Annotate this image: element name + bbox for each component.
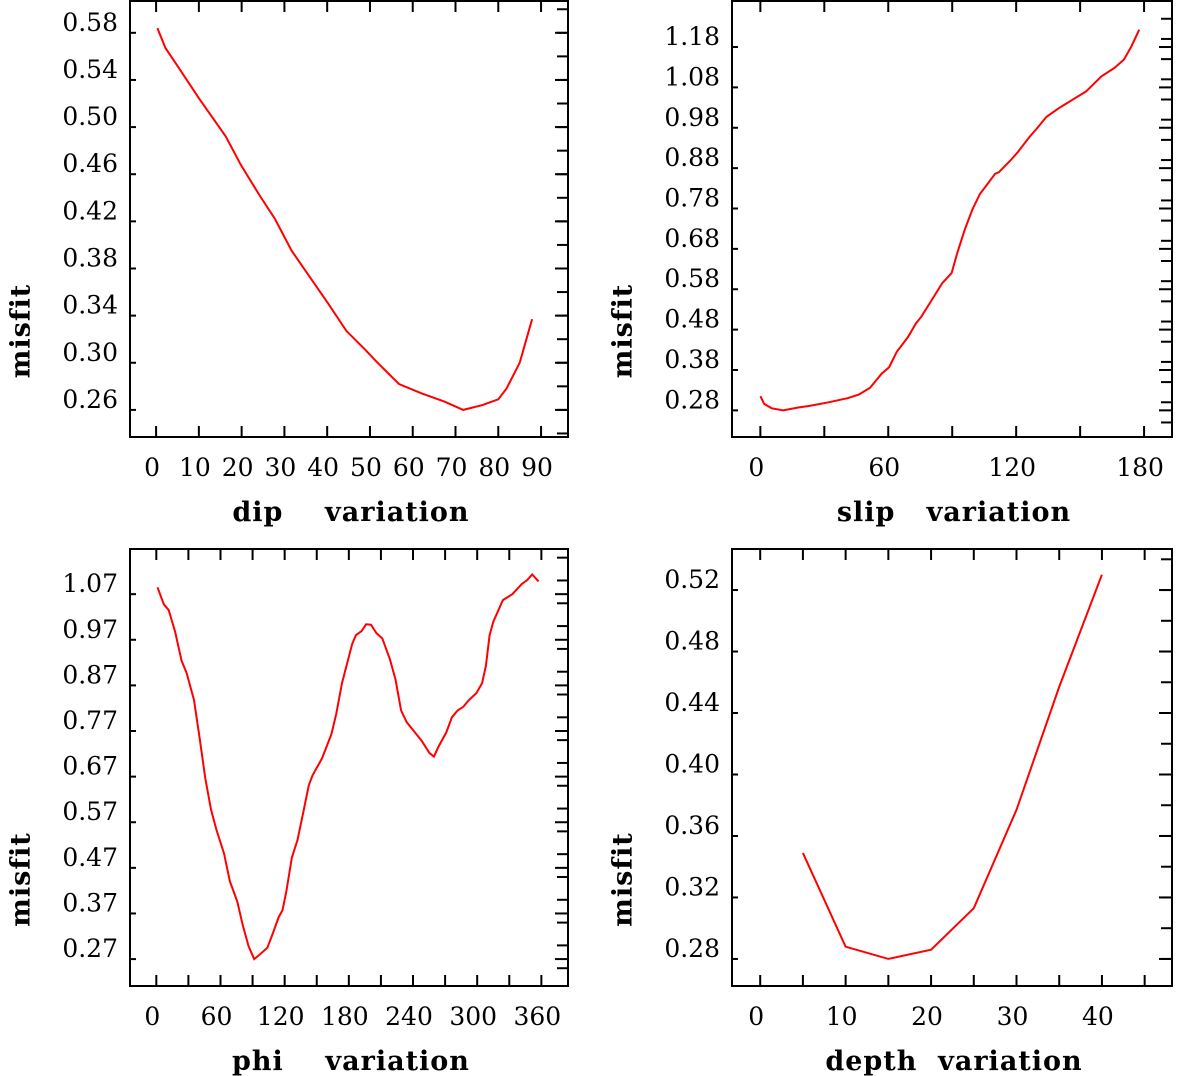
misfit-curve-depth bbox=[801, 574, 1103, 960]
x-tick-label: 10 bbox=[179, 453, 211, 482]
x-tick-label: 300 bbox=[449, 1002, 497, 1031]
x-tick-label: 180 bbox=[321, 1002, 369, 1031]
y-tick-label: 0.38 bbox=[62, 243, 118, 272]
y-tick-label: 0.68 bbox=[664, 224, 720, 253]
y-tick-label: 0.38 bbox=[664, 345, 720, 374]
x-tick-label: 0 bbox=[748, 1002, 764, 1031]
y-tick-label: 0.48 bbox=[664, 627, 720, 656]
y-tick-label: 0.37 bbox=[62, 888, 118, 917]
plot-frame bbox=[129, 548, 569, 987]
y-tick-label: 0.47 bbox=[62, 843, 118, 872]
panel-phi: 1.07 0.97 0.87 0.77 0.67 0.57 0.47 0.37 0.27 0 60 1… bbox=[6, 548, 569, 1076]
misfit-curve-slip bbox=[759, 29, 1141, 412]
y-tick-label: 0.87 bbox=[62, 660, 118, 689]
x-axis-label: phi variation bbox=[232, 1046, 470, 1076]
x-tick-label: 240 bbox=[385, 1002, 433, 1031]
x-tick-label: 0 bbox=[144, 453, 160, 482]
x-tick-label: 80 bbox=[478, 453, 510, 482]
x-axis-label: dip variation bbox=[232, 497, 469, 528]
x-tick-label: 10 bbox=[826, 1002, 858, 1031]
panel-slip: 1.18 1.08 0.98 0.88 0.78 0.68 0.58 0.48 0.38 0.28… bbox=[608, 0, 1173, 528]
x-tick-label: 60 bbox=[393, 453, 425, 482]
y-tick-label: 0.54 bbox=[62, 55, 118, 84]
y-tick-label: 0.57 bbox=[62, 797, 118, 826]
y-tick-label: 0.58 bbox=[664, 264, 720, 293]
y-tick-label: 0.42 bbox=[62, 196, 118, 225]
y-tick-label: 0.30 bbox=[62, 338, 118, 367]
x-tick-label: 360 bbox=[514, 1002, 562, 1031]
x-tick-label: 50 bbox=[350, 453, 382, 482]
y-tick-label: 0.28 bbox=[664, 385, 720, 414]
y-tick-label: 0.40 bbox=[664, 749, 720, 778]
y-tick-label: 0.28 bbox=[664, 934, 720, 963]
y-tick-label: 0.44 bbox=[664, 688, 720, 717]
y-tick-label: 0.67 bbox=[62, 752, 118, 781]
x-tick-label: 30 bbox=[265, 453, 297, 482]
y-tick-label: 0.98 bbox=[664, 103, 720, 132]
x-tick-label: 30 bbox=[997, 1002, 1029, 1031]
y-tick-label: 0.78 bbox=[664, 184, 720, 213]
x-tick-label: 60 bbox=[868, 453, 900, 482]
x-tick-label: 40 bbox=[1082, 1002, 1114, 1031]
y-tick-label: 0.97 bbox=[62, 615, 118, 644]
y-tick-label: 0.77 bbox=[62, 706, 118, 735]
y-tick-label: 0.32 bbox=[664, 872, 720, 901]
y-tick-label: 1.18 bbox=[664, 22, 720, 51]
y-tick-label: 0.26 bbox=[62, 385, 118, 414]
x-tick-label: 180 bbox=[1116, 453, 1164, 482]
plot-frame bbox=[731, 548, 1173, 987]
x-tick-label: 120 bbox=[988, 453, 1036, 482]
y-tick-label: 0.34 bbox=[62, 291, 118, 320]
x-tick-label: 0 bbox=[144, 1002, 160, 1031]
panel-depth: 0.52 0.48 0.44 0.40 0.36 0.32 0.28 0 10 20 30 40dep… bbox=[608, 548, 1173, 1076]
x-tick-label: 90 bbox=[521, 453, 553, 482]
y-axis-label: misfit bbox=[6, 832, 37, 926]
panel-dip: 0.58 0.54 0.50 0.46 0.42 0.38 0.34 0.30 0.26 0 10 2… bbox=[6, 0, 569, 528]
y-tick-label: 0.88 bbox=[664, 143, 720, 172]
x-tick-label: 20 bbox=[911, 1002, 943, 1031]
y-tick-label: 0.36 bbox=[664, 811, 720, 840]
x-axis-label: depth variation bbox=[825, 1046, 1082, 1076]
x-tick-label: 60 bbox=[201, 1002, 233, 1031]
y-tick-label: 0.46 bbox=[62, 149, 118, 178]
misfit-curve-phi bbox=[156, 573, 540, 961]
y-tick-label: 0.50 bbox=[62, 102, 118, 131]
y-axis-label: misfit bbox=[6, 284, 37, 378]
plot-frame bbox=[129, 0, 569, 438]
x-tick-label: 20 bbox=[222, 453, 254, 482]
misfit-curve-dip bbox=[156, 27, 534, 411]
x-tick-label: 40 bbox=[307, 453, 339, 482]
y-axis-label: misfit bbox=[608, 284, 639, 378]
y-tick-label: 1.08 bbox=[664, 62, 720, 91]
x-tick-label: 0 bbox=[748, 453, 764, 482]
y-tick-label: 0.52 bbox=[664, 565, 720, 594]
x-tick-label: 70 bbox=[436, 453, 468, 482]
y-axis-label: misfit bbox=[608, 832, 639, 926]
x-tick-label: 120 bbox=[257, 1002, 305, 1031]
y-tick-label: 0.58 bbox=[62, 8, 118, 37]
y-tick-label: 0.48 bbox=[664, 305, 720, 334]
plot-frame bbox=[731, 0, 1173, 438]
y-tick-label: 0.27 bbox=[62, 934, 118, 963]
x-axis-label: slip variation bbox=[837, 497, 1071, 528]
y-tick-label: 1.07 bbox=[62, 569, 118, 598]
